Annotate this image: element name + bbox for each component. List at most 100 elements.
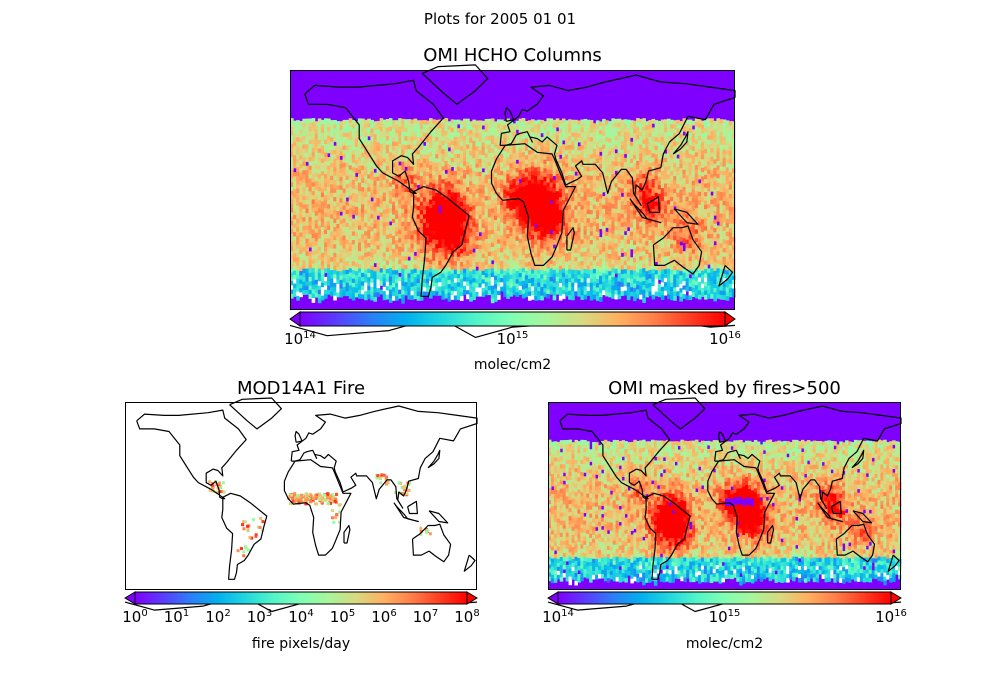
data-cell (602, 277, 606, 283)
data-cell (589, 188, 594, 194)
data-cell (401, 153, 405, 158)
data-cell (367, 272, 371, 278)
data-cell (413, 281, 418, 287)
data-cell (586, 179, 591, 185)
data-cell (651, 161, 656, 167)
data-cell (370, 167, 374, 172)
data-cell (633, 167, 637, 173)
data-cell (568, 123, 572, 129)
data-cell (469, 202, 473, 208)
data-cell (645, 134, 649, 139)
data-cell (404, 162, 408, 167)
data-cell (441, 162, 446, 167)
data-cell (367, 285, 371, 291)
data-cell (376, 168, 381, 173)
data-cell (450, 136, 455, 142)
data-cell (583, 260, 588, 266)
data-cell (534, 261, 538, 267)
data-cell (435, 162, 439, 168)
data-cell (521, 276, 526, 282)
data-cell (583, 170, 588, 176)
data-cell (419, 205, 424, 211)
data-cell (342, 257, 347, 262)
data-cell (558, 128, 563, 134)
data-cell (354, 189, 359, 195)
data-cell (503, 150, 507, 156)
data-cell (407, 166, 412, 172)
data-cell (314, 146, 319, 152)
data-cell (475, 189, 480, 194)
data-cell (602, 230, 606, 236)
data-cell (654, 128, 659, 134)
data-cell (339, 219, 344, 225)
data-cell (663, 140, 668, 146)
data-cell (290, 178, 294, 183)
data-cell (552, 162, 557, 168)
data-cell (484, 157, 489, 163)
data-cell (327, 229, 331, 235)
data-cell (506, 165, 510, 171)
data-cell (599, 249, 603, 255)
data-cell (546, 156, 551, 162)
data-cell (506, 148, 510, 154)
data-cell (537, 162, 541, 168)
data-cell (506, 234, 510, 239)
data-cell (663, 222, 668, 227)
data-cell (475, 283, 480, 289)
data-cell (469, 151, 473, 156)
data-cell (391, 154, 396, 160)
data-cell (531, 264, 535, 270)
data-cell (503, 210, 507, 216)
data-cell (636, 263, 640, 269)
data-cell (327, 144, 331, 150)
data-cell (290, 130, 294, 136)
data-cell (463, 247, 467, 252)
data-cell (351, 158, 356, 164)
data-cell (561, 212, 566, 218)
data-cell (633, 262, 637, 267)
data-cell (626, 248, 631, 254)
data-cell (605, 274, 609, 280)
data-cell (395, 184, 399, 190)
data-cell (379, 161, 384, 166)
data-cell (391, 163, 396, 168)
data-cell (357, 156, 362, 162)
data-cell (518, 187, 523, 193)
data-cell (311, 220, 316, 226)
data-cell (311, 156, 316, 162)
data-cell (438, 282, 442, 288)
data-cell (571, 222, 575, 228)
data-cell (364, 218, 368, 224)
data-cell (407, 281, 412, 287)
data-cell (614, 200, 619, 206)
data-cell (459, 291, 464, 297)
data-cell (327, 122, 331, 128)
data-cell (602, 243, 606, 248)
data-cell (558, 214, 563, 220)
data-cell (493, 134, 498, 140)
data-cell (645, 125, 649, 131)
data-cell (583, 148, 588, 154)
data-cell (382, 265, 387, 271)
data-cell (416, 218, 421, 224)
data-cell (558, 287, 563, 293)
data-cell (364, 286, 368, 292)
data-cell (330, 227, 334, 233)
data-cell (330, 201, 334, 207)
data-cell (336, 168, 340, 174)
data-cell (497, 239, 501, 245)
data-cell (453, 248, 458, 254)
data-cell (620, 132, 625, 138)
data-cell (342, 214, 347, 219)
data-cell (413, 264, 418, 270)
data-cell (524, 288, 529, 293)
data-cell (370, 227, 374, 232)
data-cell (524, 262, 529, 268)
data-cell (330, 270, 334, 275)
data-cell (429, 212, 433, 218)
data-cell (552, 222, 557, 228)
data-cell (317, 152, 322, 158)
data-cell (370, 218, 374, 224)
data-cell (534, 257, 538, 263)
data-cell (493, 237, 498, 242)
